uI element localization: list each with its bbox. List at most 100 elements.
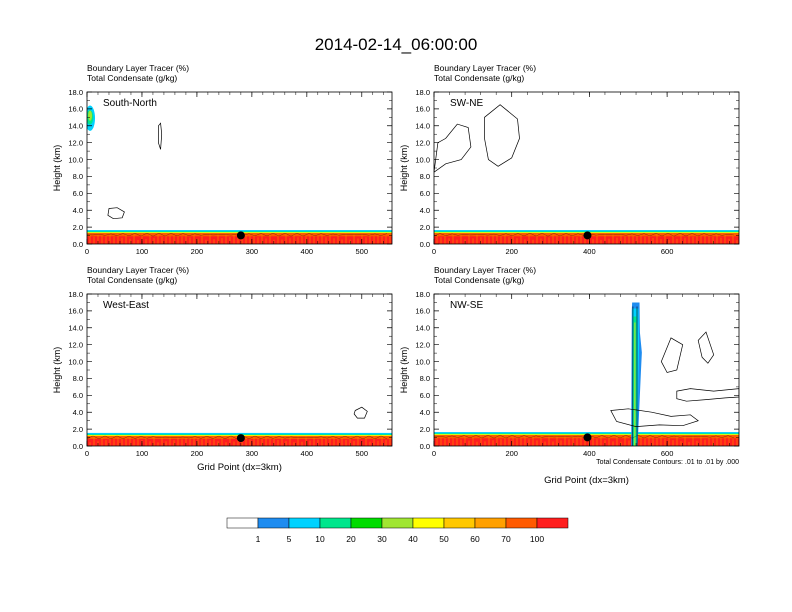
minor-ticks [86,294,392,446]
x-tick-label: 200 [191,247,204,256]
plot-frame [433,293,740,447]
plot-frame [86,91,393,245]
plot-frame [433,91,740,245]
y-tick-label: 2.0 [420,223,430,232]
cloud-contour [610,408,699,427]
y-tick-label: 8.0 [420,172,430,181]
x-axis-label: Grid Point (dx=3km) [197,462,282,473]
colorbar-swatch [319,517,352,529]
bl-layer-red [434,438,739,446]
x-tick-label: 500 [356,449,369,458]
x-tick-label: 600 [661,449,674,458]
colorbar-label: 30 [377,534,387,544]
bl-layer-red [87,236,392,244]
y-tick-label: 6.0 [420,391,430,400]
y-tick-label: 14.0 [68,122,83,131]
cloud-contour [676,388,739,402]
y-tick-label: 18.0 [415,88,430,97]
y-tick-label: 0.0 [73,442,83,451]
location-marker [236,231,245,240]
y-tick-label: 4.0 [420,408,430,417]
colorbar-label: 40 [408,534,418,544]
y-tick-label: 12.0 [68,138,83,147]
bl-texture [436,233,738,244]
panel-subtitle-condensate: Total Condensate (g/kg) [434,73,524,83]
y-tick-label: 16.0 [68,307,83,316]
minor-ticks [433,92,739,244]
colorbar-swatch [536,517,569,529]
location-marker [236,434,245,443]
x-tick-label: 0 [432,449,436,458]
y-axis-label: Height (km) [52,347,62,394]
y-tick-label: 10.0 [68,155,83,164]
plot-area [434,104,739,244]
cloud-contour [434,123,472,173]
colorbar-swatch [350,517,383,529]
bl-texture [89,233,391,244]
x-tick-label: 400 [301,449,314,458]
y-tick-label: 16.0 [415,105,430,114]
cloud-contour [484,104,520,167]
y-tick-label: 6.0 [73,391,83,400]
x-tick-label: 200 [191,449,204,458]
y-tick-label: 4.0 [73,206,83,215]
convective-core-yellow [88,110,93,121]
y-tick-label: 12.0 [415,138,430,147]
x-tick-label: 200 [505,449,518,458]
bl-layer-red [434,236,739,244]
colorbar-swatch [474,517,507,529]
y-tick-label: 0.0 [420,442,430,451]
x-tick-label: 400 [583,449,596,458]
y-tick-label: 0.0 [73,240,83,249]
y-tick-label: 18.0 [415,290,430,299]
x-axis-label: Grid Point (dx=3km) [544,475,629,486]
x-tick-label: 600 [661,247,674,256]
colorbar-swatch [412,517,445,529]
panels-group: Boundary Layer Tracer (%)Total Condensat… [52,63,740,486]
panel-name-label: NW-SE [450,300,483,311]
y-tick-label: 10.0 [415,155,430,164]
cloud-contour [697,331,715,364]
y-tick-label: 16.0 [68,105,83,114]
y-tick-label: 12.0 [68,340,83,349]
x-tick-label: 100 [136,247,149,256]
colorbar-swatch [505,517,538,529]
location-marker [583,433,592,442]
colorbar-label: 70 [501,534,511,544]
y-tick-label: 14.0 [68,324,83,333]
bl-texture [89,436,391,446]
y-tick-label: 18.0 [68,88,83,97]
contour-note: Total Condensate Contours: .01 to .01 by… [596,459,739,466]
panel-subtitle-condensate: Total Condensate (g/kg) [87,73,177,83]
panel-south-north: Boundary Layer Tracer (%)Total Condensat… [52,63,393,256]
x-tick-label: 400 [583,247,596,256]
colorbar-label: 20 [346,534,356,544]
x-tick-label: 200 [505,247,518,256]
cloud-contour [107,207,125,220]
plot-area [87,105,392,244]
panel-nw-se: Boundary Layer Tracer (%)Total Condensat… [399,265,740,486]
y-tick-label: 2.0 [73,223,83,232]
y-tick-label: 8.0 [420,374,430,383]
colorbar-label: 100 [530,534,544,544]
y-tick-label: 14.0 [415,122,430,131]
panel-subtitle-tracer: Boundary Layer Tracer (%) [434,265,536,275]
x-tick-label: 400 [301,247,314,256]
plot-area [434,302,739,446]
y-tick-label: 16.0 [415,307,430,316]
y-tick-label: 2.0 [420,425,430,434]
panel-subtitle-condensate: Total Condensate (g/kg) [434,275,524,285]
convective-column-contour [632,306,638,446]
y-tick-label: 10.0 [68,357,83,366]
y-axis-label: Height (km) [399,145,409,192]
colorbar-swatch [381,517,414,529]
y-axis-label: Height (km) [399,347,409,394]
y-tick-label: 4.0 [73,408,83,417]
colorbar-swatch [288,517,321,529]
x-tick-label: 0 [85,449,89,458]
panel-name-label: South-North [103,98,157,109]
x-tick-label: 100 [136,449,149,458]
cloud-contour [660,337,684,373]
convective-column-yellow [634,322,636,446]
colorbar-label: 50 [439,534,449,544]
